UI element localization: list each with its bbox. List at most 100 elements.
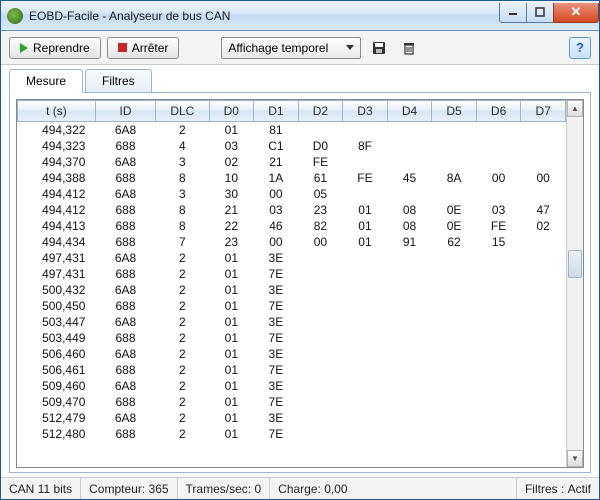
delete-button[interactable] bbox=[397, 37, 421, 59]
column-header[interactable]: D5 bbox=[432, 101, 477, 122]
table-row[interactable]: 503,4476A82013E bbox=[18, 314, 566, 330]
resume-button[interactable]: Reprendre bbox=[9, 37, 101, 59]
table-cell bbox=[387, 426, 432, 442]
table-row[interactable]: 497,4316882017E bbox=[18, 266, 566, 282]
table-cell bbox=[387, 250, 432, 266]
column-header[interactable]: D0 bbox=[209, 101, 254, 122]
table-cell: 01 bbox=[209, 426, 254, 442]
table-cell: 3E bbox=[254, 250, 299, 266]
table-cell: 2 bbox=[156, 394, 209, 410]
table-cell: 23 bbox=[298, 202, 343, 218]
column-header[interactable]: DLC bbox=[156, 101, 209, 122]
table-cell: 02 bbox=[209, 154, 254, 170]
table-cell bbox=[387, 138, 432, 154]
table-row[interactable]: 494,4126A83300005 bbox=[18, 186, 566, 202]
table-cell bbox=[432, 362, 477, 378]
table-cell: 7 bbox=[156, 234, 209, 250]
table-cell: 7E bbox=[254, 426, 299, 442]
table-row[interactable]: 494,412688821032301080E0347 bbox=[18, 202, 566, 218]
table-cell bbox=[432, 138, 477, 154]
table-cell bbox=[298, 122, 343, 139]
table-cell: 23 bbox=[209, 234, 254, 250]
table-cell bbox=[343, 378, 388, 394]
table-row[interactable]: 506,4606A82013E bbox=[18, 346, 566, 362]
table-cell: 506,461 bbox=[18, 362, 96, 378]
table-row[interactable]: 509,4606A82013E bbox=[18, 378, 566, 394]
column-header[interactable]: t (s) bbox=[18, 101, 96, 122]
table-row[interactable]: 494,3886888101A61FE458A0000 bbox=[18, 170, 566, 186]
scroll-down-button[interactable]: ▼ bbox=[567, 450, 583, 467]
table-cell: 688 bbox=[95, 362, 155, 378]
close-icon: ✕ bbox=[571, 4, 582, 20]
table-row[interactable]: 494,3706A830221FE bbox=[18, 154, 566, 170]
table-row[interactable]: 512,4796A82013E bbox=[18, 410, 566, 426]
table-cell bbox=[387, 314, 432, 330]
table-row[interactable]: 509,4706882017E bbox=[18, 394, 566, 410]
table-cell bbox=[432, 282, 477, 298]
table-row[interactable]: 503,4496882017E bbox=[18, 330, 566, 346]
maximize-button[interactable] bbox=[526, 3, 554, 23]
status-can-mode: CAN 11 bits bbox=[1, 478, 81, 499]
toolbar: Reprendre Arrêter Affichage temporel bbox=[1, 31, 599, 65]
table-cell bbox=[432, 314, 477, 330]
table-cell: 45 bbox=[387, 170, 432, 186]
tab-filters[interactable]: Filtres bbox=[85, 69, 152, 92]
table-cell bbox=[298, 378, 343, 394]
minimize-button[interactable] bbox=[499, 3, 527, 23]
status-counter: Compteur: 365 bbox=[81, 478, 177, 499]
table-cell: 3E bbox=[254, 378, 299, 394]
table-row[interactable]: 500,4326A82013E bbox=[18, 282, 566, 298]
display-mode-combo[interactable]: Affichage temporel bbox=[221, 37, 361, 59]
table-cell: 7E bbox=[254, 298, 299, 314]
save-button[interactable] bbox=[367, 37, 391, 59]
table-cell bbox=[521, 154, 566, 170]
table-cell: 7E bbox=[254, 266, 299, 282]
tab-measure[interactable]: Mesure bbox=[9, 69, 83, 93]
table-cell: 2 bbox=[156, 122, 209, 139]
table-row[interactable]: 494,434688723000001916215 bbox=[18, 234, 566, 250]
table-cell bbox=[298, 362, 343, 378]
table-cell: 512,479 bbox=[18, 410, 96, 426]
table-cell bbox=[387, 330, 432, 346]
table-row[interactable]: 494,413688822468201080EFE02 bbox=[18, 218, 566, 234]
table-cell: 01 bbox=[343, 218, 388, 234]
table-cell: 494,412 bbox=[18, 202, 96, 218]
table-cell: 61 bbox=[298, 170, 343, 186]
column-header[interactable]: D6 bbox=[476, 101, 521, 122]
column-header[interactable]: D1 bbox=[254, 101, 299, 122]
table-cell: 0E bbox=[432, 202, 477, 218]
table-cell: 2 bbox=[156, 362, 209, 378]
scroll-track[interactable] bbox=[567, 117, 583, 450]
vertical-scrollbar[interactable]: ▲ ▼ bbox=[566, 100, 583, 467]
table-cell: 3E bbox=[254, 282, 299, 298]
column-header[interactable]: D3 bbox=[343, 101, 388, 122]
table-cell bbox=[432, 122, 477, 139]
column-header[interactable]: D7 bbox=[521, 101, 566, 122]
table-row[interactable]: 494,3226A820181 bbox=[18, 122, 566, 139]
table-row[interactable]: 500,4506882017E bbox=[18, 298, 566, 314]
table-cell bbox=[521, 138, 566, 154]
help-button[interactable]: ? bbox=[569, 37, 591, 59]
stop-button[interactable]: Arrêter bbox=[107, 37, 180, 59]
table-row[interactable]: 497,4316A82013E bbox=[18, 250, 566, 266]
column-header[interactable]: ID bbox=[95, 101, 155, 122]
table-row[interactable]: 512,4806882017E bbox=[18, 426, 566, 442]
table-body: 494,3226A820181494,323688403C1D08F494,37… bbox=[18, 122, 566, 443]
table-cell bbox=[298, 346, 343, 362]
table-cell: 688 bbox=[95, 218, 155, 234]
scroll-up-button[interactable]: ▲ bbox=[567, 100, 583, 117]
table-cell: 82 bbox=[298, 218, 343, 234]
table-cell: 8A bbox=[432, 170, 477, 186]
table-row[interactable]: 494,323688403C1D08F bbox=[18, 138, 566, 154]
column-header[interactable]: D4 bbox=[387, 101, 432, 122]
table-cell: 6A8 bbox=[95, 346, 155, 362]
table-row[interactable]: 506,4616882017E bbox=[18, 362, 566, 378]
maximize-icon bbox=[535, 7, 545, 17]
close-button[interactable]: ✕ bbox=[553, 3, 599, 23]
status-fps: Trames/sec: 0 bbox=[178, 478, 271, 499]
titlebar[interactable]: EOBD-Facile - Analyseur de bus CAN ✕ bbox=[1, 1, 599, 31]
table-cell: 03 bbox=[209, 138, 254, 154]
column-header[interactable]: D2 bbox=[298, 101, 343, 122]
table-cell bbox=[521, 266, 566, 282]
scroll-thumb[interactable] bbox=[568, 250, 582, 278]
